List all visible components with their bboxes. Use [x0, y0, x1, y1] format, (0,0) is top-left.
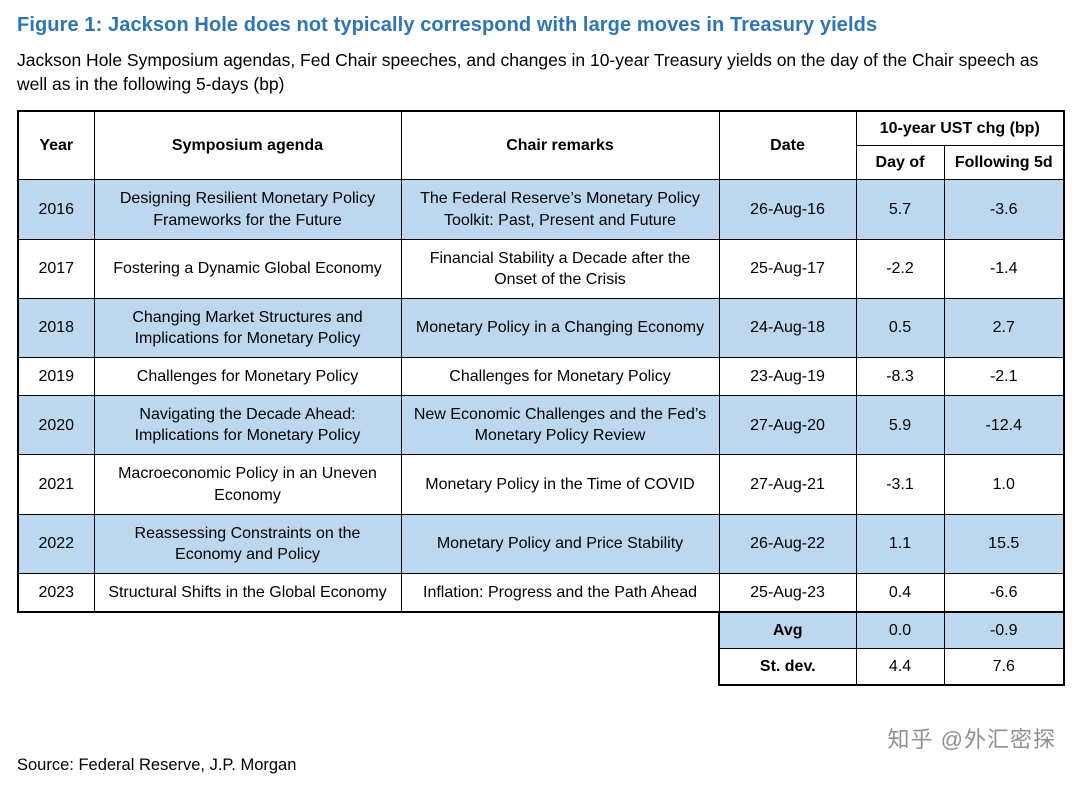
agenda-cell: Challenges for Monetary Policy: [93, 357, 402, 397]
agenda-cell: Structural Shifts in the Global Economy: [93, 572, 402, 613]
following-5d-cell: 2.7: [943, 297, 1065, 359]
figure-title: Figure 1: Jackson Hole does not typicall…: [17, 14, 878, 36]
day-of-cell: 0.4: [855, 572, 945, 613]
figure-subtitle: Jackson Hole Symposium agendas, Fed Chai…: [17, 50, 1039, 94]
avg-day-of-cell: 0.0: [855, 611, 945, 650]
table-row: 2023 Structural Shifts in the Global Eco…: [17, 572, 1065, 613]
remarks-cell: Financial Stability a Decade after the O…: [400, 238, 720, 299]
header-following-5d: Following 5d: [943, 145, 1065, 181]
data-table: Year Symposium agenda Chair remarks Date…: [17, 110, 1065, 613]
remarks-cell: Challenges for Monetary Policy: [400, 357, 720, 397]
date-cell: 24-Aug-18: [718, 297, 857, 359]
date-cell: 25-Aug-17: [718, 238, 857, 299]
date-cell: 23-Aug-19: [718, 357, 857, 397]
following-5d-cell: 1.0: [943, 454, 1065, 515]
day-of-cell: -3.1: [855, 454, 945, 515]
header-remarks: Chair remarks: [400, 110, 720, 181]
remarks-cell: New Economic Challenges and the Fed’s Mo…: [400, 395, 720, 456]
stdev-day-of-cell: 4.4: [855, 648, 945, 686]
header-day-of: Day of: [855, 145, 945, 181]
year-cell: 2021: [17, 454, 95, 515]
header-agenda: Symposium agenda: [93, 110, 402, 181]
header-date: Date: [718, 110, 857, 181]
remarks-cell: The Federal Reserve’s Monetary Policy To…: [400, 179, 720, 240]
year-cell: 2017: [17, 238, 95, 299]
remarks-cell: Monetary Policy in a Changing Economy: [400, 297, 720, 359]
year-cell: 2022: [17, 513, 95, 574]
following-5d-cell: -12.4: [943, 395, 1065, 456]
header-ust-group: 10-year UST chg (bp): [855, 110, 1065, 147]
table-row: 2019 Challenges for Monetary Policy Chal…: [17, 357, 1065, 397]
stdev-following-5d-cell: 7.6: [943, 648, 1065, 686]
agenda-cell: Reassessing Constraints on the Economy a…: [93, 513, 402, 574]
table-row: 2021 Macroeconomic Policy in an Uneven E…: [17, 454, 1065, 515]
day-of-cell: -2.2: [855, 238, 945, 299]
figure-container: Figure 1: Jackson Hole does not typicall…: [17, 14, 1065, 687]
table-row: 2018 Changing Market Structures and Impl…: [17, 297, 1065, 359]
date-cell: 26-Aug-16: [718, 179, 857, 240]
agenda-cell: Macroeconomic Policy in an Uneven Econom…: [93, 454, 402, 515]
following-5d-cell: 15.5: [943, 513, 1065, 574]
year-cell: 2016: [17, 179, 95, 240]
agenda-cell: Fostering a Dynamic Global Economy: [93, 238, 402, 299]
following-5d-cell: -1.4: [943, 238, 1065, 299]
day-of-cell: 0.5: [855, 297, 945, 359]
date-cell: 27-Aug-21: [718, 454, 857, 515]
summary-row-avg: Avg 0.0 -0.9: [718, 611, 1065, 650]
year-cell: 2018: [17, 297, 95, 359]
table-row: 2020 Navigating the Decade Ahead: Implic…: [17, 395, 1065, 456]
stdev-label: St. dev.: [718, 648, 857, 686]
agenda-cell: Navigating the Decade Ahead: Implication…: [93, 395, 402, 456]
date-cell: 25-Aug-23: [718, 572, 857, 613]
remarks-cell: Monetary Policy in the Time of COVID: [400, 454, 720, 515]
day-of-cell: 5.9: [855, 395, 945, 456]
year-cell: 2020: [17, 395, 95, 456]
year-cell: 2023: [17, 572, 95, 613]
remarks-cell: Monetary Policy and Price Stability: [400, 513, 720, 574]
year-cell: 2019: [17, 357, 95, 397]
remarks-cell: Inflation: Progress and the Path Ahead: [400, 572, 720, 613]
following-5d-cell: -2.1: [943, 357, 1065, 397]
avg-label: Avg: [718, 611, 857, 650]
summary-row-stdev: St. dev. 4.4 7.6: [718, 648, 1065, 686]
table-row: 2022 Reassessing Constraints on the Econ…: [17, 513, 1065, 574]
source-note: Source: Federal Reserve, J.P. Morgan: [17, 756, 297, 774]
summary-table: Avg 0.0 -0.9 St. dev. 4.4 7.6: [718, 611, 1065, 687]
agenda-cell: Designing Resilient Monetary Policy Fram…: [93, 179, 402, 240]
date-cell: 27-Aug-20: [718, 395, 857, 456]
header-year: Year: [17, 110, 95, 181]
following-5d-cell: -6.6: [943, 572, 1065, 613]
day-of-cell: 5.7: [855, 179, 945, 240]
day-of-cell: 1.1: [855, 513, 945, 574]
agenda-cell: Changing Market Structures and Implicati…: [93, 297, 402, 359]
table-row: 2017 Fostering a Dynamic Global Economy …: [17, 238, 1065, 299]
table-header: Year Symposium agenda Chair remarks Date…: [17, 110, 1065, 181]
table-row: 2016 Designing Resilient Monetary Policy…: [17, 179, 1065, 240]
following-5d-cell: -3.6: [943, 179, 1065, 240]
avg-following-5d-cell: -0.9: [943, 611, 1065, 650]
watermark: 知乎 @外汇密探: [887, 727, 1056, 752]
date-cell: 26-Aug-22: [718, 513, 857, 574]
day-of-cell: -8.3: [855, 357, 945, 397]
